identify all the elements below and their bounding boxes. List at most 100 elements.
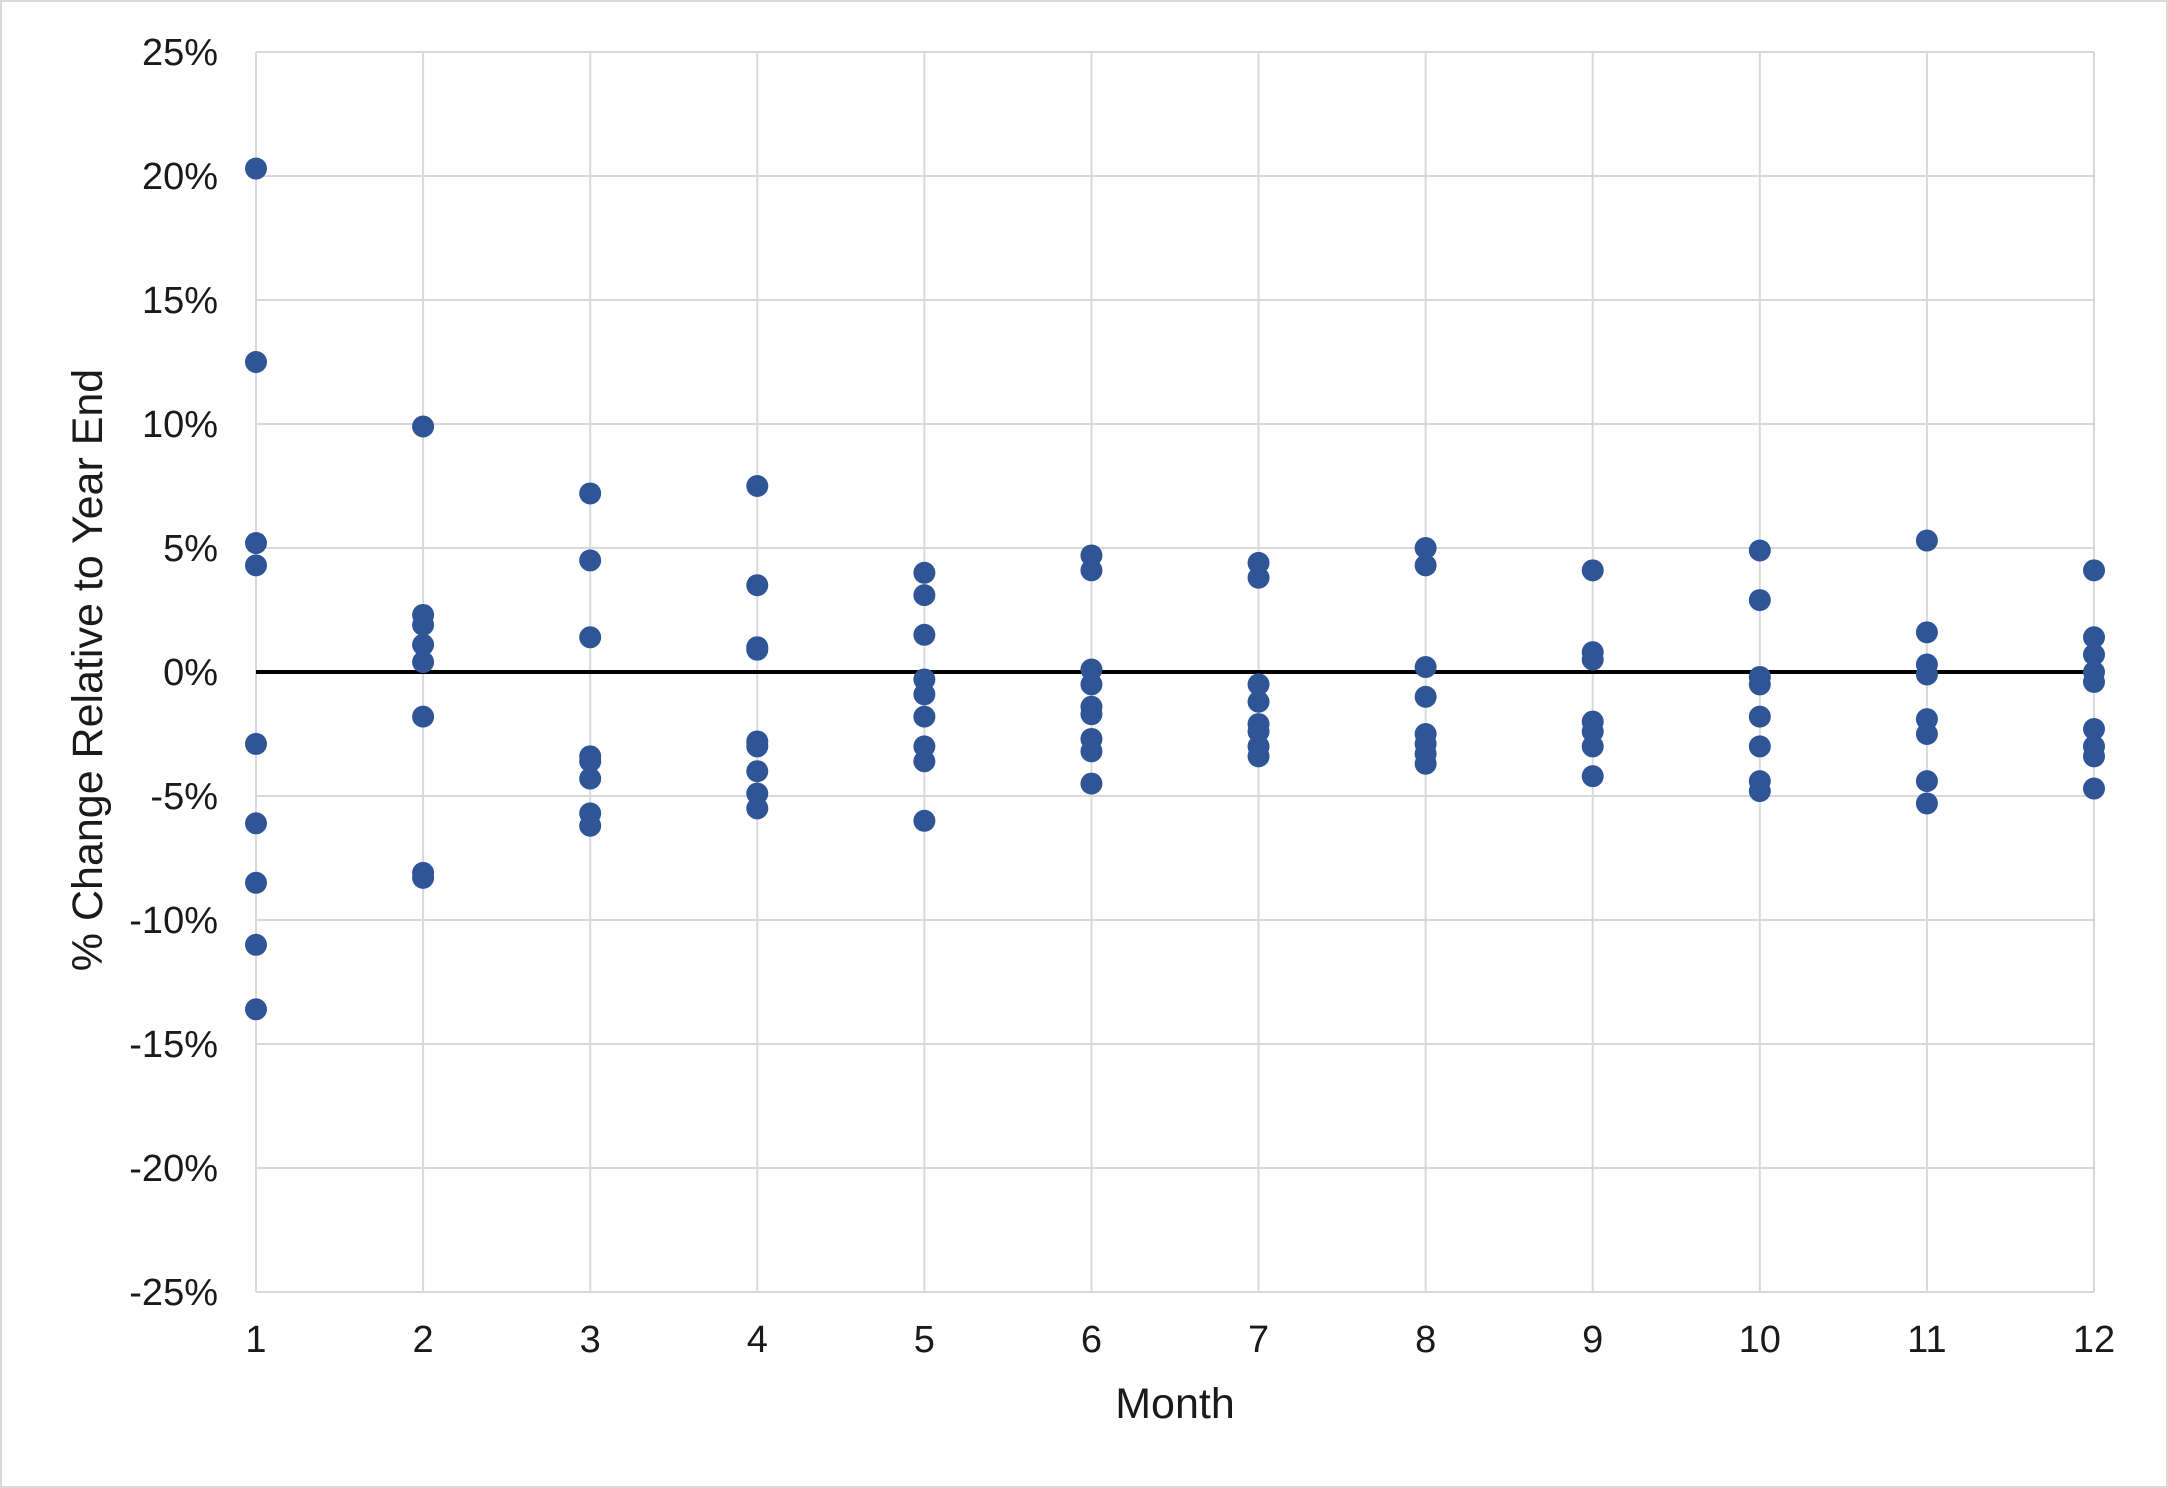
y-tick-label: 10% bbox=[142, 404, 218, 446]
data-point bbox=[1080, 703, 1103, 726]
data-point bbox=[412, 866, 435, 889]
x-tick-label: 2 bbox=[413, 1319, 434, 1361]
y-tick-label: 20% bbox=[142, 156, 218, 198]
data-point bbox=[245, 998, 267, 1021]
x-tick-label: 12 bbox=[2073, 1319, 2115, 1361]
x-tick-label: 6 bbox=[1081, 1319, 1102, 1361]
data-point bbox=[2083, 670, 2105, 693]
data-point bbox=[913, 750, 936, 773]
data-point bbox=[1247, 745, 1270, 768]
x-tick-label: 8 bbox=[1415, 1319, 1436, 1361]
data-point bbox=[2083, 559, 2105, 582]
data-point bbox=[412, 705, 435, 728]
data-point bbox=[1581, 559, 1604, 582]
data-point bbox=[913, 705, 936, 728]
data-point bbox=[913, 683, 936, 706]
data-point bbox=[2083, 718, 2105, 741]
data-point bbox=[412, 613, 435, 636]
data-points bbox=[245, 157, 2105, 1021]
x-tick-label: 10 bbox=[1739, 1319, 1781, 1361]
data-point bbox=[245, 554, 267, 577]
data-point bbox=[1581, 735, 1604, 758]
data-point bbox=[1748, 705, 1771, 728]
data-point bbox=[245, 871, 267, 894]
data-point bbox=[245, 933, 267, 956]
data-point bbox=[1080, 559, 1103, 582]
data-point bbox=[579, 750, 602, 773]
y-tick-label: -10% bbox=[129, 900, 218, 942]
data-point bbox=[746, 760, 769, 783]
data-point bbox=[1915, 792, 1938, 815]
data-point bbox=[245, 532, 267, 555]
data-point bbox=[412, 633, 435, 656]
data-point bbox=[2083, 626, 2105, 649]
x-tick-label: 1 bbox=[245, 1319, 266, 1361]
x-axis-title: Month bbox=[1115, 1380, 1235, 1428]
data-point bbox=[1080, 740, 1103, 763]
data-point bbox=[579, 549, 602, 572]
y-tick-label: 25% bbox=[142, 32, 218, 74]
x-tick-label: 3 bbox=[580, 1319, 601, 1361]
data-point bbox=[1915, 770, 1938, 793]
data-point bbox=[913, 561, 936, 584]
y-tick-label: -25% bbox=[129, 1272, 218, 1314]
data-point bbox=[1581, 765, 1604, 788]
x-tick-label: 9 bbox=[1582, 1319, 1603, 1361]
data-point bbox=[412, 415, 435, 438]
data-point bbox=[245, 351, 267, 373]
data-point bbox=[1915, 663, 1938, 686]
x-axis-tick-labels: 1 2 3 4 5 6 7 8 9 10 11 12 bbox=[245, 1319, 2115, 1361]
data-point bbox=[579, 626, 602, 649]
x-tick-label: 5 bbox=[914, 1319, 935, 1361]
y-tick-label: -20% bbox=[129, 1148, 218, 1190]
data-point bbox=[1915, 529, 1938, 552]
data-point bbox=[1080, 772, 1103, 795]
data-point bbox=[1414, 685, 1437, 708]
data-point bbox=[1414, 656, 1437, 679]
data-point bbox=[245, 732, 267, 755]
data-point bbox=[746, 735, 769, 758]
x-tick-label: 4 bbox=[747, 1319, 768, 1361]
data-point bbox=[2083, 643, 2105, 666]
y-tick-label: -5% bbox=[150, 776, 218, 818]
y-tick-label: -15% bbox=[129, 1024, 218, 1066]
data-point bbox=[1748, 735, 1771, 758]
data-point bbox=[746, 638, 769, 661]
y-tick-label: 15% bbox=[142, 280, 218, 322]
y-tick-label: 5% bbox=[163, 528, 218, 570]
data-point bbox=[1748, 780, 1771, 803]
data-point bbox=[1581, 648, 1604, 671]
data-point bbox=[579, 767, 602, 790]
data-point bbox=[746, 574, 769, 597]
data-point bbox=[913, 623, 936, 646]
data-point bbox=[1915, 621, 1938, 644]
data-point bbox=[412, 651, 435, 674]
y-axis-title: % Change Relative to Year End bbox=[64, 369, 112, 971]
y-tick-label: 0% bbox=[163, 652, 218, 694]
data-point bbox=[746, 475, 769, 497]
y-axis-tick-labels: -25% -20% -15% -10% -5% 0% 5% 10% 15% 20% 25% bbox=[129, 32, 218, 1314]
x-tick-label: 7 bbox=[1248, 1319, 1269, 1361]
data-point bbox=[245, 157, 267, 180]
data-point bbox=[1414, 554, 1437, 577]
x-tick-label: 11 bbox=[1907, 1319, 1946, 1361]
data-point bbox=[913, 809, 936, 832]
data-point bbox=[1748, 589, 1771, 612]
data-point bbox=[746, 797, 769, 820]
data-point bbox=[1915, 723, 1938, 745]
data-point bbox=[1247, 673, 1270, 696]
data-point bbox=[1748, 539, 1771, 562]
data-point bbox=[1247, 566, 1270, 589]
data-point bbox=[579, 482, 602, 505]
data-point bbox=[913, 584, 936, 607]
data-point bbox=[1247, 690, 1270, 713]
data-point bbox=[2083, 745, 2105, 768]
data-point bbox=[1414, 537, 1437, 559]
data-point bbox=[1080, 673, 1103, 696]
data-point bbox=[579, 814, 602, 837]
data-point bbox=[1414, 752, 1437, 775]
data-point bbox=[2083, 777, 2105, 800]
data-point bbox=[245, 812, 267, 835]
data-point bbox=[1748, 673, 1771, 696]
